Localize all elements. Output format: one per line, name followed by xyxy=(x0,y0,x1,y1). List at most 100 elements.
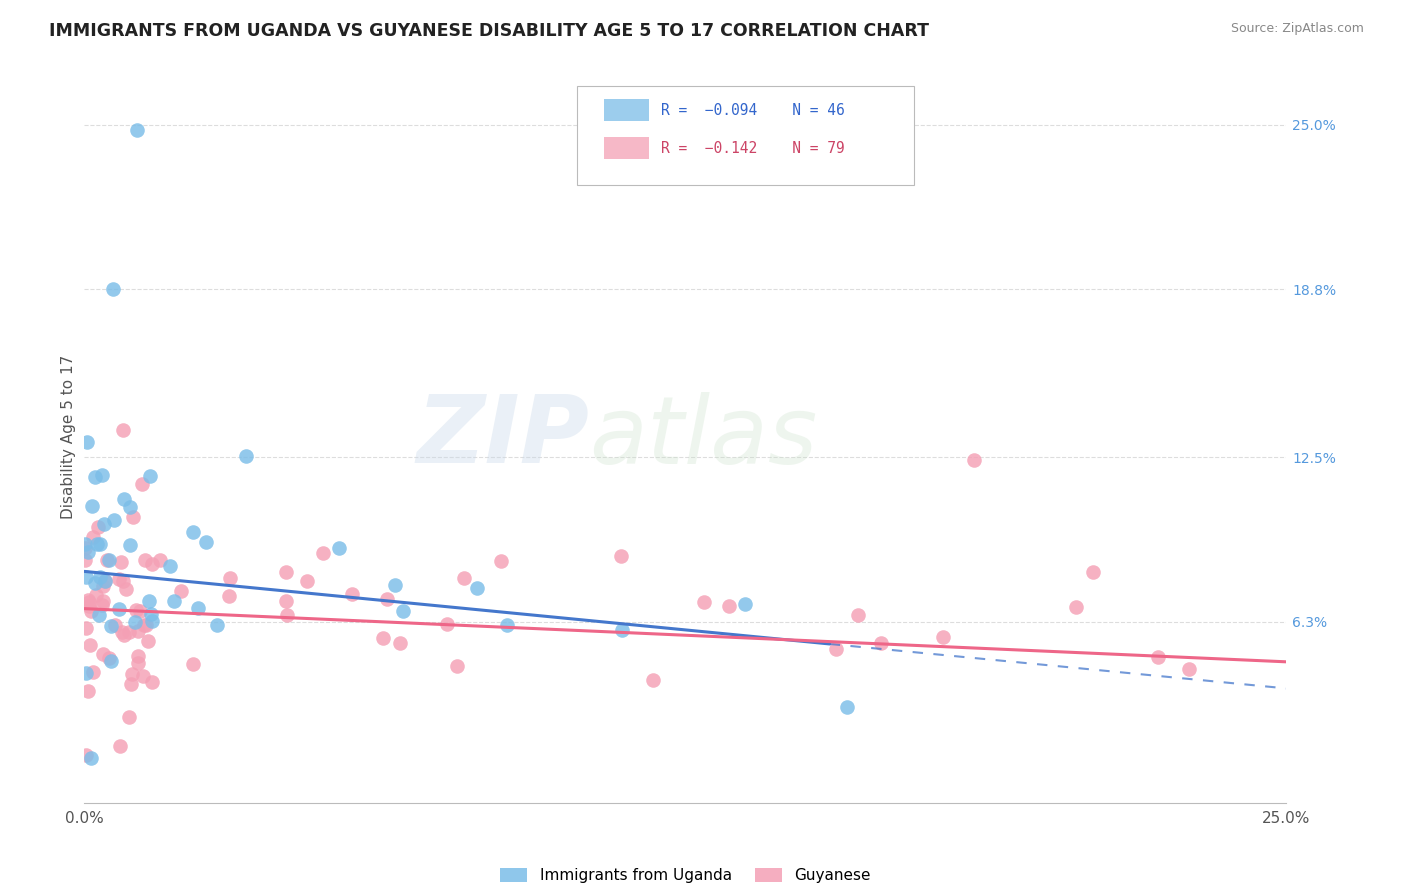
Point xyxy=(97,651,120,665)
Point xyxy=(610,623,633,637)
Point xyxy=(276,593,298,607)
Point xyxy=(100,654,122,668)
Y-axis label: Disability Age 5 to 17: Disability Age 5 to 17 xyxy=(60,355,76,519)
Point xyxy=(98,553,121,567)
Point xyxy=(90,599,112,613)
Text: R =  −0.094    N = 46: R = −0.094 N = 46 xyxy=(661,103,845,118)
Point xyxy=(73,537,96,551)
Point xyxy=(127,624,149,639)
Point xyxy=(170,584,193,599)
Point xyxy=(118,710,141,724)
Point xyxy=(205,617,228,632)
Point xyxy=(90,467,112,482)
Point xyxy=(436,617,458,632)
Point xyxy=(77,599,100,613)
Point xyxy=(389,636,412,650)
Point xyxy=(124,615,146,630)
Point xyxy=(75,621,97,635)
FancyBboxPatch shape xyxy=(578,86,914,185)
Bar xyxy=(603,99,650,121)
Point xyxy=(717,599,740,613)
Point xyxy=(79,638,101,652)
Point xyxy=(89,608,111,623)
Point xyxy=(375,592,398,607)
Point xyxy=(446,659,468,673)
Point xyxy=(139,607,162,621)
Point xyxy=(219,571,242,585)
Point xyxy=(1178,662,1201,676)
Point xyxy=(848,607,870,622)
Text: R =  −0.142    N = 79: R = −0.142 N = 79 xyxy=(661,141,845,156)
Point xyxy=(465,582,488,596)
Point xyxy=(93,594,115,608)
Text: ZIP: ZIP xyxy=(416,391,589,483)
Text: Source: ZipAtlas.com: Source: ZipAtlas.com xyxy=(1230,22,1364,36)
Point xyxy=(218,589,240,603)
Point xyxy=(187,601,209,615)
Point xyxy=(118,624,141,639)
Point xyxy=(104,618,127,632)
Point xyxy=(75,666,97,681)
Legend: Immigrants from Uganda, Guyanese: Immigrants from Uganda, Guyanese xyxy=(494,862,877,889)
Point xyxy=(295,574,318,588)
Point xyxy=(131,476,153,491)
Point xyxy=(125,603,148,617)
Point xyxy=(75,570,97,584)
Point xyxy=(141,675,163,690)
Point xyxy=(108,739,131,753)
Point xyxy=(112,628,135,642)
Point xyxy=(128,604,150,618)
Point xyxy=(79,595,101,609)
Point xyxy=(138,593,160,607)
Point xyxy=(122,509,145,524)
Point xyxy=(83,576,105,591)
Point xyxy=(149,553,172,567)
Point xyxy=(384,578,406,592)
Point xyxy=(181,657,204,671)
Point xyxy=(870,636,893,650)
Point xyxy=(328,541,350,555)
Point xyxy=(489,554,512,568)
Point xyxy=(120,676,142,690)
Point xyxy=(139,469,162,483)
Point xyxy=(194,534,217,549)
Point xyxy=(91,578,114,592)
Point xyxy=(82,530,104,544)
Point xyxy=(77,545,100,559)
Point xyxy=(235,449,257,463)
Point xyxy=(1066,599,1088,614)
Point xyxy=(1081,566,1104,580)
Point xyxy=(392,604,415,618)
Point xyxy=(77,592,100,607)
Point xyxy=(963,452,986,467)
Point xyxy=(76,435,98,450)
Point xyxy=(107,602,129,616)
Point xyxy=(115,582,138,596)
Point xyxy=(453,571,475,585)
Point xyxy=(86,537,108,551)
Point xyxy=(181,524,204,539)
Point xyxy=(87,520,110,534)
Point xyxy=(91,647,114,661)
Text: IMMIGRANTS FROM UGANDA VS GUYANESE DISABILITY AGE 5 TO 17 CORRELATION CHART: IMMIGRANTS FROM UGANDA VS GUYANESE DISAB… xyxy=(49,22,929,40)
Text: atlas: atlas xyxy=(589,392,817,483)
Point xyxy=(127,656,149,670)
Point xyxy=(110,555,132,569)
Point xyxy=(75,748,97,763)
Point xyxy=(103,283,125,297)
Point xyxy=(837,699,859,714)
Point xyxy=(80,499,103,513)
Point xyxy=(93,516,115,531)
Point xyxy=(112,574,135,589)
Point xyxy=(103,513,125,527)
Point xyxy=(112,491,135,506)
Point xyxy=(107,573,129,587)
Point xyxy=(94,574,117,588)
Point xyxy=(73,553,96,567)
Point xyxy=(77,684,100,698)
Point xyxy=(121,666,143,681)
Point xyxy=(96,553,118,567)
Point xyxy=(496,617,519,632)
Point xyxy=(643,673,665,687)
Point xyxy=(274,565,297,579)
